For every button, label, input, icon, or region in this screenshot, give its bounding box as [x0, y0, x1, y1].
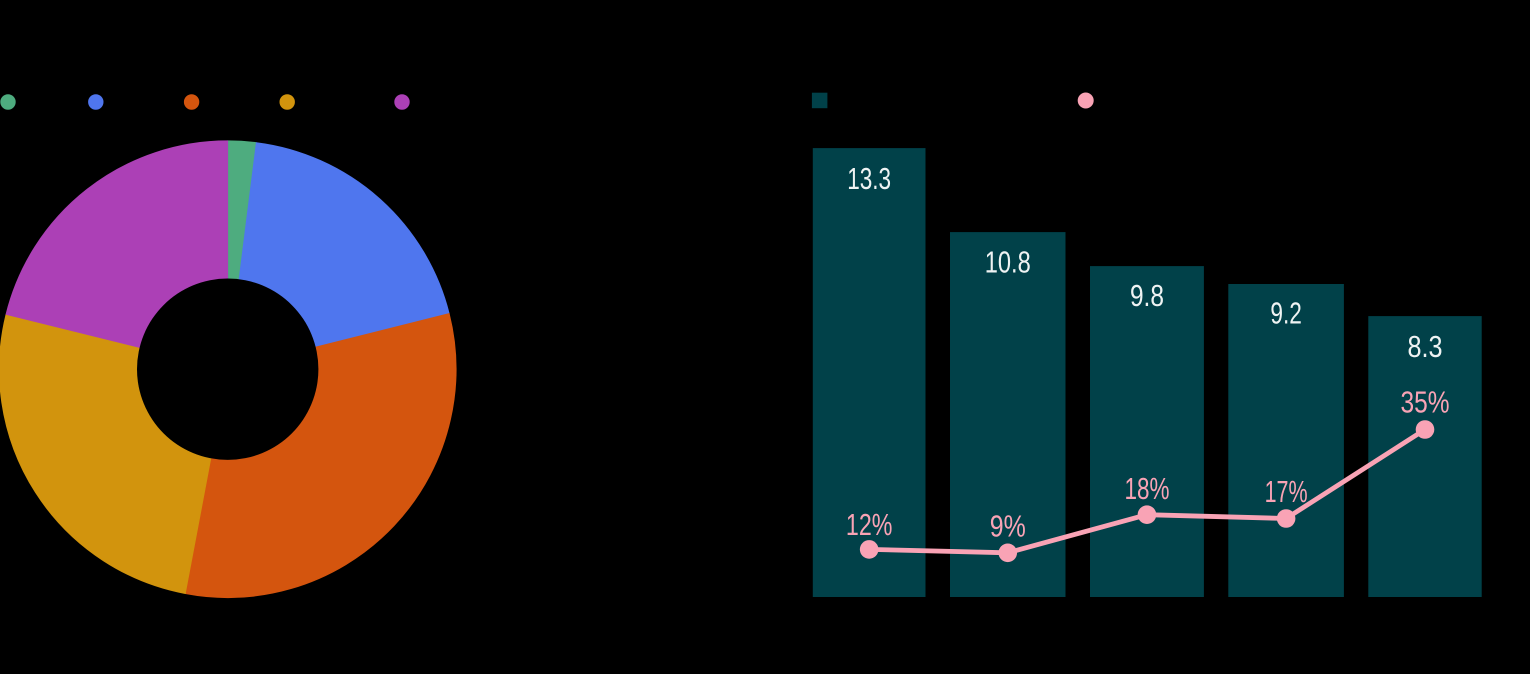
svg-text:10.8: 10.8 [985, 245, 1031, 280]
svg-text:9.8: 9.8 [1130, 278, 1164, 313]
svg-text:9.2: 9.2 [1270, 295, 1302, 330]
svg-text:35%: 35% [1401, 385, 1450, 420]
svg-text:9%: 9% [990, 509, 1026, 544]
svg-text:18%: 18% [1124, 471, 1169, 506]
svg-text:12%: 12% [846, 507, 893, 542]
svg-text:17%: 17% [1265, 474, 1308, 509]
svg-text:13.3: 13.3 [847, 161, 891, 196]
svg-text:8.3: 8.3 [1408, 329, 1443, 364]
